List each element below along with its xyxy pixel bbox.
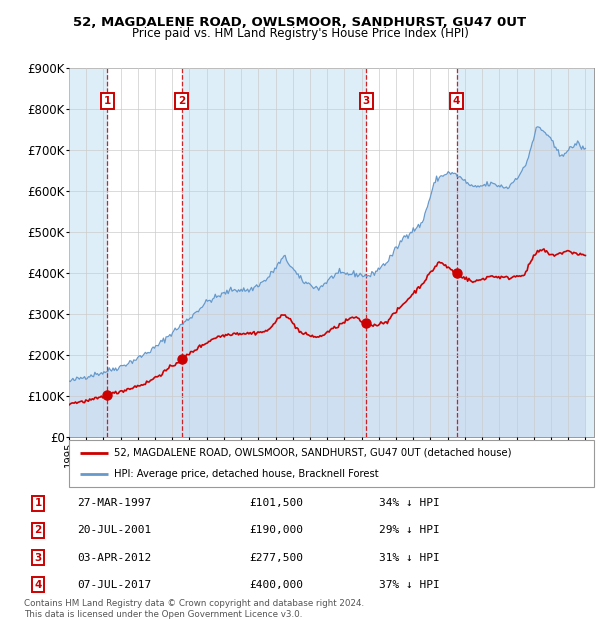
- Text: £101,500: £101,500: [250, 498, 304, 508]
- Text: 4: 4: [453, 96, 460, 106]
- Text: 2: 2: [178, 96, 185, 106]
- FancyBboxPatch shape: [69, 440, 594, 487]
- Text: 37% ↓ HPI: 37% ↓ HPI: [379, 580, 440, 590]
- Bar: [69, 68, 107, 437]
- Text: 03-APR-2012: 03-APR-2012: [77, 552, 152, 562]
- Text: 2: 2: [34, 526, 42, 536]
- Text: Price paid vs. HM Land Registry's House Price Index (HPI): Price paid vs. HM Land Registry's House …: [131, 27, 469, 40]
- Text: 07-JUL-2017: 07-JUL-2017: [77, 580, 152, 590]
- Text: HPI: Average price, detached house, Bracknell Forest: HPI: Average price, detached house, Brac…: [113, 469, 378, 479]
- Text: 29% ↓ HPI: 29% ↓ HPI: [379, 526, 440, 536]
- Text: 4: 4: [34, 580, 42, 590]
- Text: 27-MAR-1997: 27-MAR-1997: [77, 498, 152, 508]
- Text: 31% ↓ HPI: 31% ↓ HPI: [379, 552, 440, 562]
- Text: 34% ↓ HPI: 34% ↓ HPI: [379, 498, 440, 508]
- Text: 52, MAGDALENE ROAD, OWLSMOOR, SANDHURST, GU47 0UT (detached house): 52, MAGDALENE ROAD, OWLSMOOR, SANDHURST,…: [113, 448, 511, 458]
- Text: £190,000: £190,000: [250, 526, 304, 536]
- Text: Contains HM Land Registry data © Crown copyright and database right 2024.
This d: Contains HM Land Registry data © Crown c…: [24, 600, 364, 619]
- Bar: [182, 68, 366, 437]
- Text: 20-JUL-2001: 20-JUL-2001: [77, 526, 152, 536]
- Text: £400,000: £400,000: [250, 580, 304, 590]
- Text: 3: 3: [34, 552, 42, 562]
- Bar: [457, 68, 594, 437]
- Text: 52, MAGDALENE ROAD, OWLSMOOR, SANDHURST, GU47 0UT: 52, MAGDALENE ROAD, OWLSMOOR, SANDHURST,…: [73, 16, 527, 29]
- Text: 1: 1: [34, 498, 42, 508]
- Text: 1: 1: [104, 96, 111, 106]
- Text: £277,500: £277,500: [250, 552, 304, 562]
- Text: 3: 3: [362, 96, 370, 106]
